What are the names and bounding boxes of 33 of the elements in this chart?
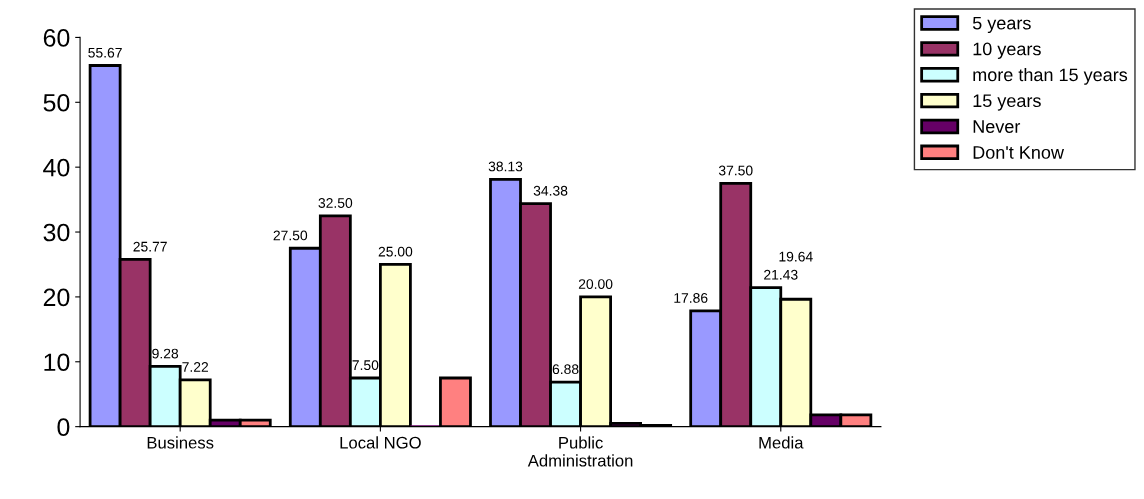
data-label: 25.77: [133, 241, 167, 252]
legend-label: 5 years: [972, 16, 1031, 34]
y-tick-label: 10: [44, 353, 70, 372]
data-label: 25.00: [378, 246, 413, 257]
x-tick-label: Local NGO: [340, 436, 421, 449]
data-label: 38.13: [488, 161, 523, 172]
x-tick-label: Business: [147, 436, 214, 449]
data-label: 19.64: [779, 251, 813, 262]
y-tick-label: 0: [57, 418, 70, 436]
legend-label: more than 15 years: [973, 67, 1128, 85]
legend-label: 10 years: [973, 42, 1041, 59]
legend-label: Never: [973, 120, 1021, 133]
data-label: 34.38: [533, 185, 568, 196]
data-label: 55.67: [88, 47, 122, 58]
y-tick-label: 30: [43, 223, 70, 242]
data-label: 21.43: [764, 269, 798, 280]
data-label: 17.86: [674, 293, 708, 303]
legend-label: 15 years: [973, 94, 1041, 111]
y-tick-label: 40: [43, 158, 70, 177]
y-tick-label: 60: [43, 29, 70, 47]
data-label: 37.50: [718, 165, 753, 176]
data-label: 6.88: [552, 364, 579, 375]
data-label: 27.50: [273, 230, 308, 241]
data-label: 7.50: [352, 360, 379, 371]
data-label: 32.50: [318, 198, 353, 208]
x-tick-label: Public Administration: [527, 436, 633, 467]
data-label: 7.22: [182, 362, 209, 372]
data-label: 20.00: [578, 279, 613, 289]
legend-label: Don't Know: [973, 146, 1065, 159]
y-tick-label: 50: [43, 93, 70, 112]
data-label: 9.28: [152, 348, 179, 359]
y-tick-label: 20: [43, 288, 70, 307]
x-tick-label: Media: [759, 436, 804, 449]
